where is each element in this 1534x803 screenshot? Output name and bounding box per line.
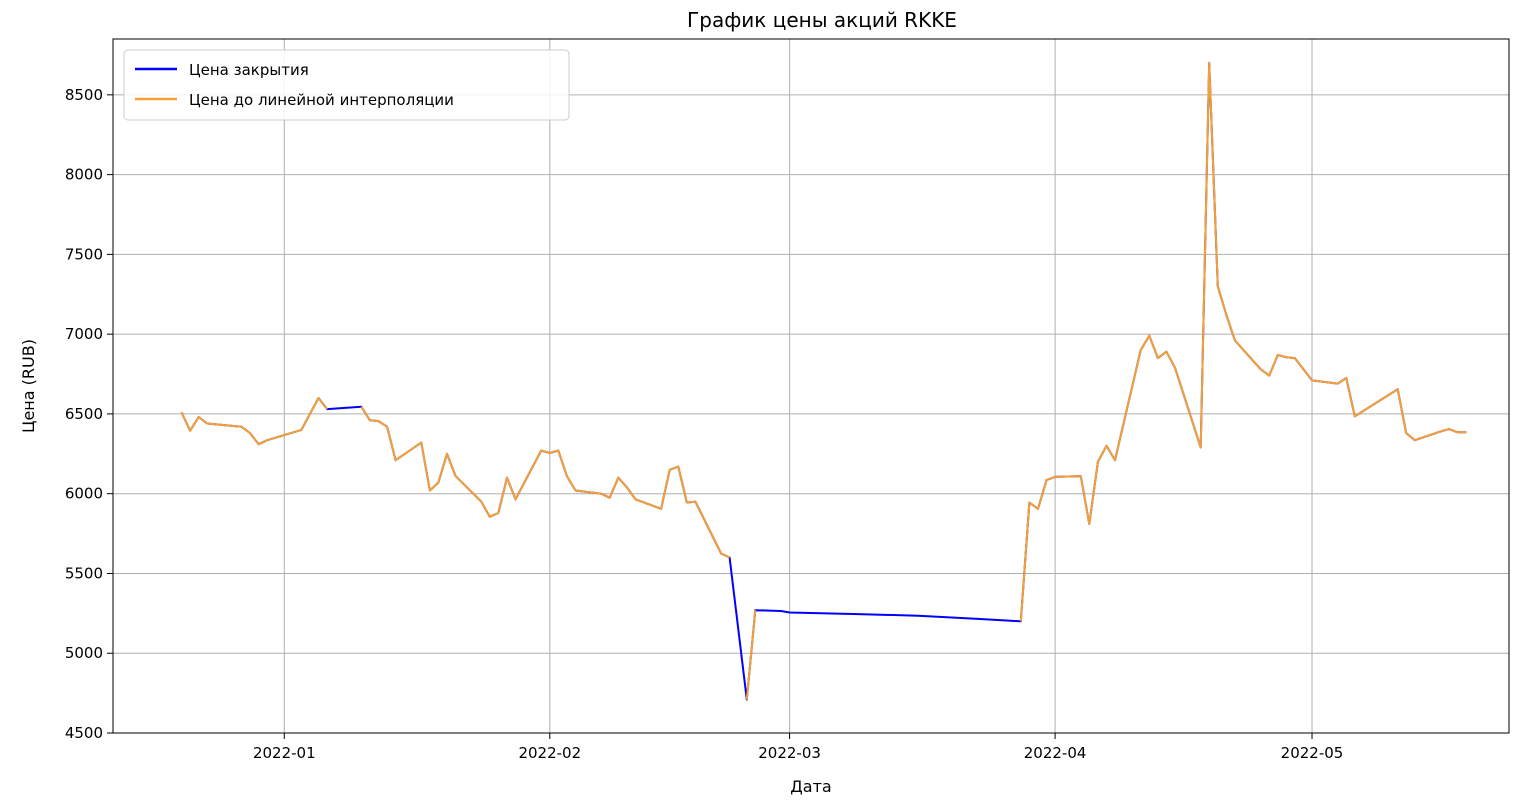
y-tick-label: 5000 xyxy=(65,644,103,662)
y-tick-label: 4500 xyxy=(65,724,103,742)
y-tick-label: 7500 xyxy=(65,245,103,263)
x-tick-label: 2022-04 xyxy=(1024,744,1087,762)
y-tick-label: 5500 xyxy=(65,564,103,582)
legend-label-raw: Цена до линейной интерполяции xyxy=(189,91,454,109)
plot-frame xyxy=(112,38,1510,734)
legend-label-close: Цена закрытия xyxy=(189,61,309,79)
y-tick-label: 7000 xyxy=(65,325,103,343)
series-line-close xyxy=(180,61,1467,701)
y-tick-label: 6000 xyxy=(65,485,103,503)
y-tick-label: 8500 xyxy=(65,86,103,104)
x-tick-label: 2022-03 xyxy=(758,744,821,762)
chart-title: График цены акций RKKE xyxy=(687,8,957,32)
x-tick-label: 2022-05 xyxy=(1281,744,1344,762)
series-layer xyxy=(180,61,1467,701)
legend-box xyxy=(123,49,570,121)
series-line-raw xyxy=(180,61,1467,700)
x-tick-label: 2022-01 xyxy=(253,744,316,762)
x-tick-label: 2022-02 xyxy=(518,744,581,762)
legend: Цена закрытия Цена до линейной интерполя… xyxy=(123,49,570,121)
y-tick-label: 6500 xyxy=(65,405,103,423)
x-axis-label: Дата xyxy=(790,777,831,796)
grid-layer xyxy=(113,39,1509,734)
y-tick-label: 8000 xyxy=(65,166,103,184)
ticks-layer: 2022-01 2022-02 2022-03 2022-04 2022-05 4500 5… xyxy=(65,86,1344,762)
y-axis-label: Цена (RUB) xyxy=(19,339,38,433)
